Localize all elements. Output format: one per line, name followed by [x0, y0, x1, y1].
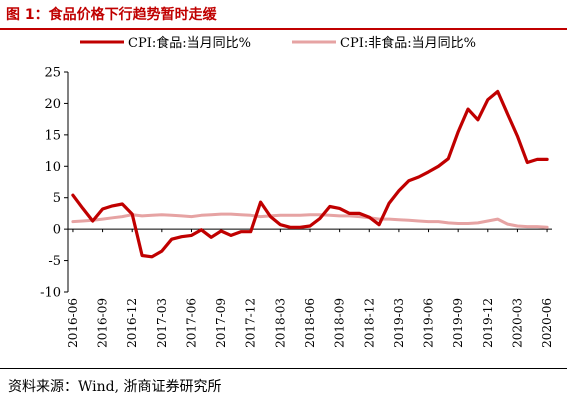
x-tick-label: 2020-06: [540, 298, 554, 348]
x-tick-label: 2018-09: [333, 298, 347, 348]
x-tick-label: 2019-06: [422, 298, 436, 348]
x-tick-label: 2017-06: [184, 298, 198, 348]
x-tick-label: 2019-03: [392, 298, 406, 348]
title-divider: [0, 28, 567, 30]
y-axis: 25 20 15 10 5 0 -5 -10: [40, 66, 69, 301]
series-line-1: [71, 212, 549, 229]
figure-title: 图 1：食品价格下行趋势暂时走缓: [6, 7, 217, 23]
x-tick-label: 2018-06: [303, 298, 317, 348]
y-tick-label: 15: [44, 128, 61, 143]
series-line-0: [71, 89, 549, 259]
x-tick-label: 2017-09: [214, 298, 228, 348]
y-tick-label: 10: [44, 160, 61, 175]
series-layer: [71, 89, 549, 259]
x-tick-label: 2016-06: [66, 298, 80, 348]
x-tick-label: 2017-12: [244, 298, 258, 348]
y-tick-label: 20: [44, 97, 61, 112]
footer-divider: [0, 368, 567, 369]
x-tick-label: 2018-03: [273, 298, 287, 348]
x-tick-label: 2018-12: [362, 298, 376, 348]
source-note: 资料来源：Wind, 浙商证券研究所: [8, 379, 222, 395]
y-tick-label: 5: [53, 191, 61, 206]
x-tick-label: 2017-03: [155, 298, 169, 348]
y-tick-label: -5: [48, 254, 61, 269]
legend-label-0: CPI:食品:当月同比%: [128, 35, 251, 51]
y-tick-label: -10: [40, 286, 61, 301]
x-tick-label: 2020-03: [510, 298, 524, 348]
x-tick-label: 2016-12: [125, 298, 139, 348]
y-tick-label: 25: [44, 66, 61, 81]
legend: CPI:食品:当月同比% CPI:非食品:当月同比%: [80, 35, 476, 51]
x-axis: 2016-06 2016-09 2016-12 2017-03 2017-06 2017-…: [66, 228, 554, 348]
x-tick-label: 2016-09: [96, 298, 110, 348]
x-tick-label: 2019-09: [451, 298, 465, 348]
legend-label-1: CPI:非食品:当月同比%: [340, 35, 476, 51]
x-tick-label: 2019-12: [481, 298, 495, 348]
y-tick-label: 0: [53, 223, 61, 238]
